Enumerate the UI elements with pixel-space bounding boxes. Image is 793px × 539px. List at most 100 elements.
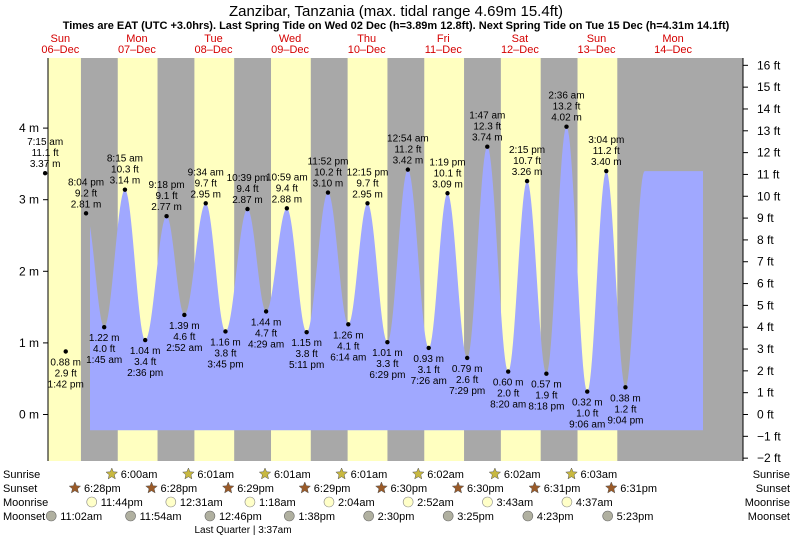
day-date: 06–Dec <box>41 44 79 56</box>
y-tick-label-m: 0 m <box>19 408 39 422</box>
tide-metre-label: 1.04 m <box>130 346 161 357</box>
tide-curve <box>90 127 703 431</box>
tide-extreme-dot <box>164 213 169 219</box>
y-tick-label-ft: 8 ft <box>757 233 774 247</box>
sunset-icon <box>375 481 388 494</box>
tide-extreme-dot <box>101 324 107 330</box>
tide-metre-label: 3.74 m <box>472 133 503 144</box>
tide-time-label: 2:36 pm <box>127 368 163 379</box>
sunrise-icon <box>258 467 272 480</box>
moonrise-time: 11:44pm <box>101 497 143 509</box>
tide-feet-label: 3.8 ft <box>296 349 318 360</box>
moonset-time: 1:38pm <box>298 511 335 523</box>
tide-extreme-dot <box>524 178 530 184</box>
tide-feet-label: 2.6 ft <box>456 375 478 386</box>
row-label-left: Moonset <box>3 511 45 523</box>
y-tick-label-ft: 14 ft <box>757 102 781 116</box>
tide-feet-label: 1.0 ft <box>576 409 598 420</box>
tide-feet-label: 10.7 ft <box>513 156 541 167</box>
y-tick-label-m: 1 m <box>19 336 39 350</box>
tide-feet-label: 2.9 ft <box>55 368 77 379</box>
tide-feet-label: 11.2 ft <box>593 146 620 157</box>
moonrise-icon <box>165 496 177 508</box>
sunrise-icon <box>565 467 578 480</box>
moonrise-time: 4:37am <box>576 497 613 509</box>
tide-extreme-dot <box>604 168 609 174</box>
tide-metre-label: 1.01 m <box>372 348 403 359</box>
tide-feet-label: 9.2 ft <box>75 188 97 199</box>
tide-feet-label: 9.1 ft <box>155 191 177 202</box>
tide-metre-label: 3.14 m <box>110 176 141 187</box>
moonrise-time: 3:43am <box>496 497 533 509</box>
tide-time-label: 3:04 pm <box>588 135 624 146</box>
moonrise-icon <box>402 496 414 508</box>
tide-extreme-dot <box>304 329 309 335</box>
y-tick-label-ft: −2 ft <box>757 451 781 465</box>
tide-feet-label: 9.7 ft <box>356 178 378 189</box>
tide-extreme-dot <box>544 371 549 376</box>
tide-metre-label: 4.02 m <box>551 113 582 124</box>
tide-time-label: 9:04 pm <box>607 415 643 426</box>
y-tick-label-ft: 9 ft <box>757 211 774 225</box>
y-tick-label-ft: 5 ft <box>757 298 774 312</box>
row-label-right: Moonset <box>748 511 790 523</box>
sunset-time: 6:31pm <box>544 483 581 495</box>
tide-extreme-dot <box>263 309 269 314</box>
moonset-icon <box>204 510 216 522</box>
tide-metre-label: 1.22 m <box>89 333 120 344</box>
tide-metre-label: 1.44 m <box>251 317 282 328</box>
y-tick-label-ft: 15 ft <box>757 80 781 94</box>
tide-time-label: 8:20 am <box>490 400 526 411</box>
tide-metre-label: 3.09 m <box>432 179 463 190</box>
tide-metre-label: 2.95 m <box>352 189 383 200</box>
tide-extreme-dot <box>564 124 569 129</box>
sunrise-time: 6:01am <box>274 469 311 481</box>
moonset-time: 11:02am <box>60 511 102 523</box>
day-date: 07–Dec <box>118 44 156 56</box>
tide-metre-label: 2.87 m <box>232 195 263 206</box>
tide-feet-label: 1.2 ft <box>614 404 636 415</box>
tide-extreme-dot <box>505 369 511 374</box>
day-name: Mon <box>126 33 147 45</box>
sunset-time: 6:30pm <box>467 483 504 495</box>
day-date: 14–Dec <box>654 44 692 56</box>
day-name: Sun <box>51 33 71 45</box>
moonrise-icon <box>561 496 573 508</box>
tide-time-label: 1:42 pm <box>48 379 84 390</box>
moonrise-time: 2:04am <box>338 497 375 509</box>
day-name: Mon <box>662 33 683 45</box>
tide-time-label: 1:47 am <box>469 111 505 122</box>
tide-time-label: 9:18 pm <box>149 180 185 191</box>
tide-metre-label: 3.37 m <box>30 159 61 170</box>
tide-extreme-dot <box>346 322 351 327</box>
tide-extreme-dot <box>284 206 290 211</box>
tide-metre-label: 1.16 m <box>210 337 241 348</box>
moonset-icon <box>442 510 454 522</box>
tide-time-label: 1:19 pm <box>429 157 465 168</box>
tide-time-label: 1:45 am <box>86 355 122 366</box>
sunset-time: 6:28pm <box>84 483 121 495</box>
tide-feet-label: 13.2 ft <box>553 102 581 113</box>
tide-extreme-dot <box>223 329 228 334</box>
y-tick-label-ft: 16 ft <box>757 58 781 72</box>
moonset-time: 12:46pm <box>219 511 262 523</box>
tide-feet-label: 3.4 ft <box>134 357 156 368</box>
tide-metre-label: 0.57 m <box>531 380 562 391</box>
tide-time-label: 5:11 pm <box>289 360 324 371</box>
y-tick-label-m: 2 m <box>19 264 39 278</box>
y-tick-label-m: 4 m <box>19 121 39 135</box>
tide-feet-label: 4.1 ft <box>337 341 359 352</box>
tide-feet-label: 9.7 ft <box>195 178 217 189</box>
day-name: Wed <box>279 33 301 45</box>
y-tick-label-ft: 0 ft <box>757 408 774 422</box>
tide-feet-label: 9.4 ft <box>276 183 298 194</box>
tide-metre-label: 2.88 m <box>272 194 303 205</box>
tide-extreme-dot <box>42 171 48 176</box>
day-headers: Sun06–DecMon07–DecTue08–DecWed09–DecThu1… <box>41 33 692 56</box>
tide-time-label: 10:39 pm <box>227 173 269 184</box>
moon-phase-label: Last Quarter | 3:37am <box>194 525 291 536</box>
tide-feet-label: 4.7 ft <box>255 328 277 339</box>
tide-feet-label: 10.3 ft <box>111 165 139 176</box>
sunset-time: 6:29pm <box>237 483 274 495</box>
